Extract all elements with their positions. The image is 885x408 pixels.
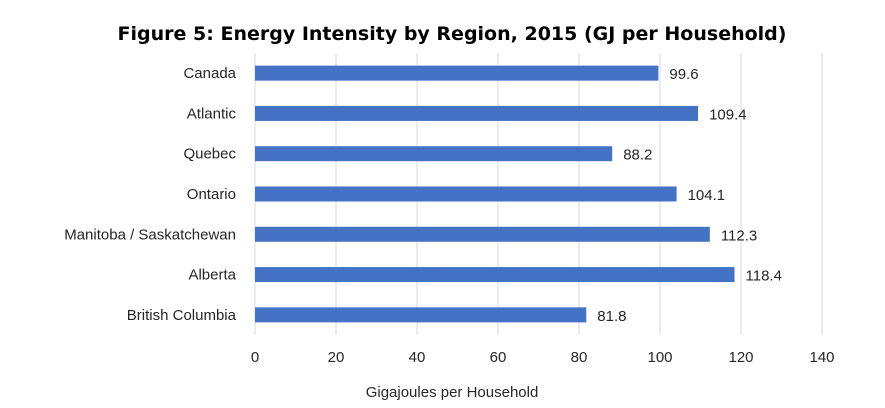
data-label: 104.1	[688, 187, 726, 204]
x-axis-title: Gigajoules per Household	[366, 384, 539, 401]
bar	[255, 267, 735, 283]
category-label: British Columbia	[127, 307, 237, 324]
category-label: Atlantic	[187, 105, 237, 122]
x-tick-label: 120	[728, 349, 753, 366]
category-labels: Canada Atlantic Quebec Ontario Manitoba / Sa…	[64, 65, 236, 324]
bar	[255, 226, 710, 242]
x-tick-label: 20	[328, 349, 345, 366]
bar	[255, 307, 587, 323]
data-label: 118.4	[746, 268, 782, 285]
data-labels: 99.6 109.4 88.2 104.1 112.3 118.4 81.8	[597, 66, 782, 325]
bar	[255, 146, 613, 162]
x-tick-label: 80	[571, 349, 588, 366]
category-label: Ontario	[187, 186, 236, 203]
bar	[255, 65, 659, 81]
x-tick-label: 100	[647, 349, 672, 366]
data-label: 99.6	[669, 66, 698, 83]
category-label: Quebec	[183, 146, 236, 163]
category-label: Manitoba / Saskatchewan	[64, 226, 236, 243]
data-label: 81.8	[597, 308, 626, 325]
x-tick-label: 0	[251, 349, 259, 366]
data-label: 109.4	[709, 106, 747, 123]
data-label: 112.3	[721, 227, 757, 244]
chart-title: Figure 5: Energy Intensity by Region, 20…	[118, 23, 787, 45]
category-label: Canada	[183, 65, 236, 82]
category-label: Alberta	[188, 267, 236, 284]
x-tick-label: 40	[409, 349, 426, 366]
x-tick-labels: 0 20 40 60 80 100 120 140	[251, 349, 835, 366]
x-tick-label: 140	[809, 349, 834, 366]
bar	[255, 105, 699, 121]
bars	[255, 65, 735, 323]
x-tick-label: 60	[490, 349, 507, 366]
bar	[255, 186, 677, 202]
data-label: 88.2	[623, 147, 652, 164]
